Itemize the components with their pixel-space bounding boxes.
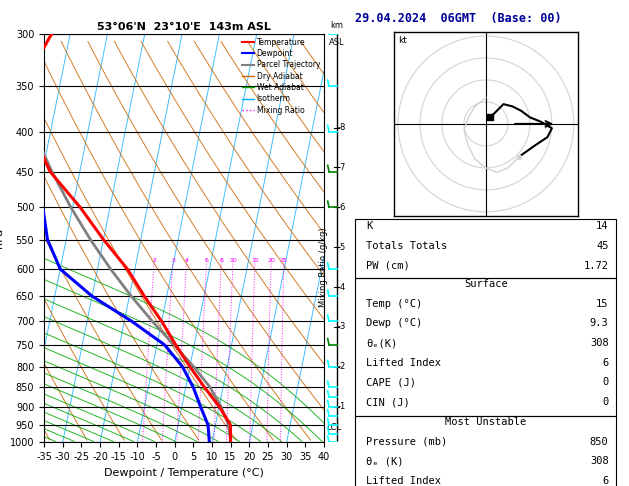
Text: Most Unstable: Most Unstable bbox=[445, 417, 526, 427]
Text: 10: 10 bbox=[230, 258, 237, 262]
Title: 53°06'N  23°10'E  143m ASL: 53°06'N 23°10'E 143m ASL bbox=[97, 22, 271, 32]
Text: CAPE (J): CAPE (J) bbox=[366, 378, 416, 387]
Text: 6: 6 bbox=[603, 476, 609, 486]
Text: -7: -7 bbox=[338, 163, 346, 172]
Y-axis label: hPa: hPa bbox=[0, 228, 4, 248]
Text: -1: -1 bbox=[338, 402, 346, 411]
Text: 15: 15 bbox=[596, 299, 609, 309]
Text: 3: 3 bbox=[171, 258, 175, 262]
Text: θₑ (K): θₑ (K) bbox=[366, 456, 403, 466]
Text: 20: 20 bbox=[267, 258, 275, 262]
Text: K: K bbox=[366, 221, 372, 231]
Text: Dewp (°C): Dewp (°C) bbox=[366, 318, 422, 329]
Text: 308: 308 bbox=[590, 456, 609, 466]
Text: -5: -5 bbox=[338, 243, 346, 252]
Text: -4: -4 bbox=[338, 282, 346, 292]
Text: 25: 25 bbox=[280, 258, 288, 262]
Text: Surface: Surface bbox=[464, 279, 508, 289]
Text: 0: 0 bbox=[603, 397, 609, 407]
Bar bbox=[355, 219, 616, 278]
Text: km: km bbox=[330, 21, 343, 30]
Text: Mixing Ratio (g/kg): Mixing Ratio (g/kg) bbox=[320, 227, 328, 307]
Text: -6: -6 bbox=[338, 203, 346, 212]
Legend: Temperature, Dewpoint, Parcel Trajectory, Dry Adiabat, Wet Adiabat, Isotherm, Mi: Temperature, Dewpoint, Parcel Trajectory… bbox=[242, 38, 320, 115]
Text: Pressure (mb): Pressure (mb) bbox=[366, 436, 447, 447]
Text: 8: 8 bbox=[220, 258, 223, 262]
Text: Temp (°C): Temp (°C) bbox=[366, 299, 422, 309]
Bar bbox=[355, 416, 616, 486]
Text: 6: 6 bbox=[205, 258, 209, 262]
Text: PW (cm): PW (cm) bbox=[366, 260, 409, 271]
Text: 850: 850 bbox=[590, 436, 609, 447]
Text: 15: 15 bbox=[251, 258, 259, 262]
Text: 9.3: 9.3 bbox=[590, 318, 609, 329]
Text: Totals Totals: Totals Totals bbox=[366, 241, 447, 251]
Text: Lifted Index: Lifted Index bbox=[366, 358, 441, 368]
Text: 14: 14 bbox=[596, 221, 609, 231]
Text: -2: -2 bbox=[338, 363, 346, 371]
Text: CIN (J): CIN (J) bbox=[366, 397, 409, 407]
Text: 308: 308 bbox=[590, 338, 609, 348]
Text: kt: kt bbox=[398, 36, 407, 45]
Text: -3: -3 bbox=[338, 323, 346, 331]
Text: θₑ(K): θₑ(K) bbox=[366, 338, 397, 348]
Text: 0: 0 bbox=[603, 378, 609, 387]
X-axis label: Dewpoint / Temperature (°C): Dewpoint / Temperature (°C) bbox=[104, 468, 264, 478]
Text: 6: 6 bbox=[603, 358, 609, 368]
Text: 1.72: 1.72 bbox=[584, 260, 609, 271]
Text: LCL: LCL bbox=[326, 423, 341, 432]
Text: Lifted Index: Lifted Index bbox=[366, 476, 441, 486]
Text: 45: 45 bbox=[596, 241, 609, 251]
Bar bbox=[355, 278, 616, 416]
Text: ASL: ASL bbox=[329, 38, 344, 47]
Text: -8: -8 bbox=[338, 123, 346, 132]
Text: 29.04.2024  06GMT  (Base: 00): 29.04.2024 06GMT (Base: 00) bbox=[355, 12, 562, 25]
Text: 4: 4 bbox=[185, 258, 189, 262]
Text: 2: 2 bbox=[152, 258, 157, 262]
